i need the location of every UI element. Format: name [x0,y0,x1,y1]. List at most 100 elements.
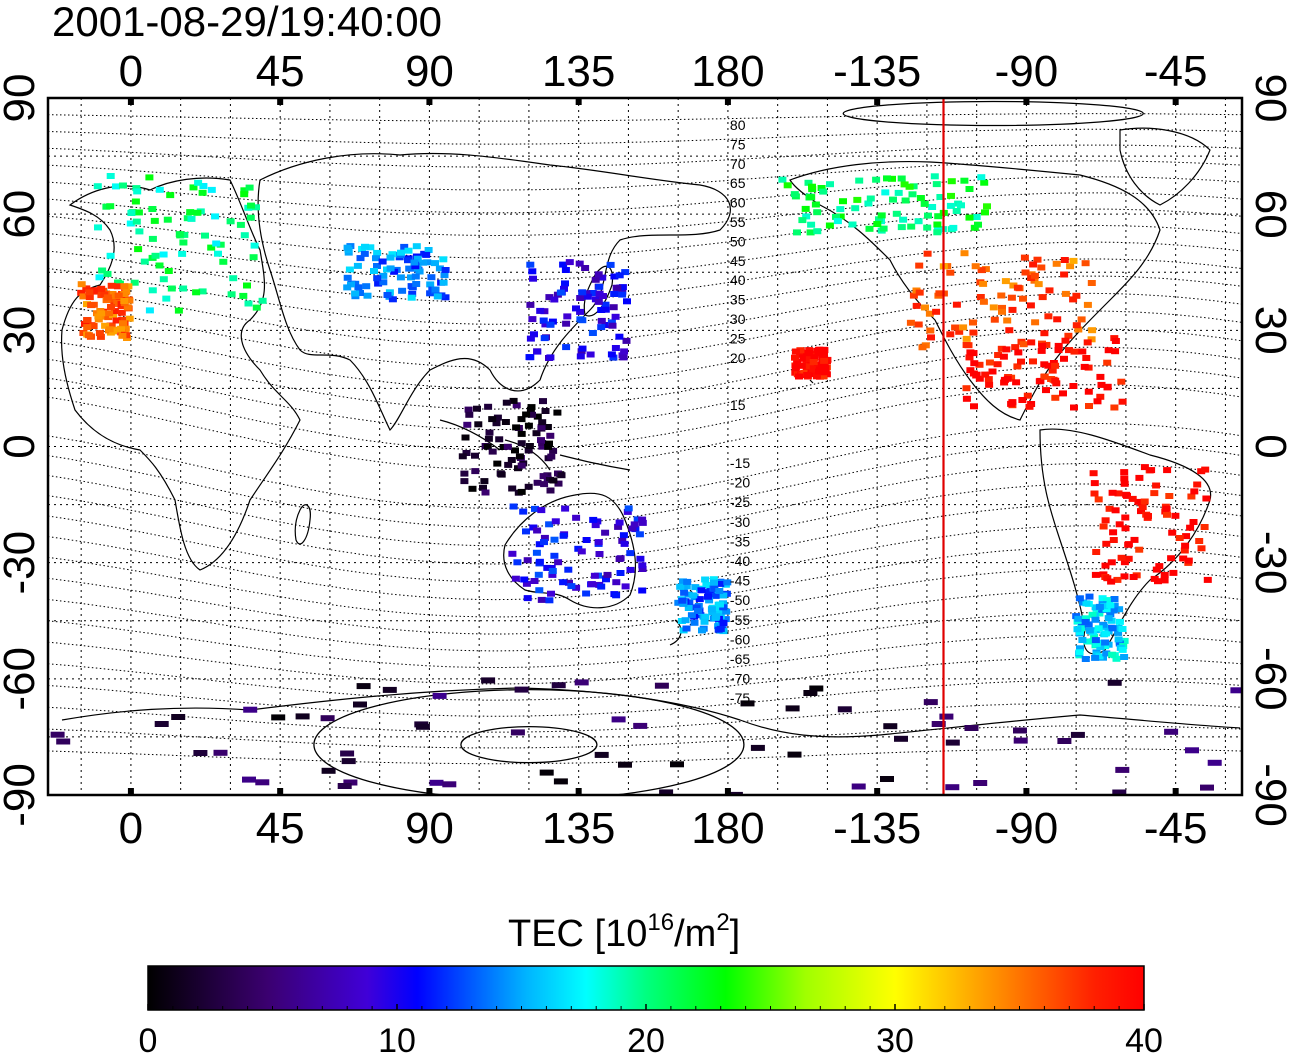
tec-point [909,292,918,299]
left-latitude-labels: 90 60 30 0 -30 -60 -90 [0,74,44,827]
right-latitude-labels: 90 60 30 0 -30 -60 -90 [1246,74,1292,827]
tec-point [1085,403,1093,409]
tec-point [1190,488,1199,495]
tec-point [130,279,139,286]
tec-point [1150,490,1159,497]
tec-point [976,294,985,300]
tec-point [1085,593,1094,600]
tec-point [441,267,450,273]
tec-point [551,518,560,525]
tec-point [613,284,622,291]
tec-point [356,683,371,690]
tec-point [464,406,473,413]
tec-point [590,572,599,579]
tec-point [1110,602,1119,609]
tec-point [1121,525,1130,532]
tec-point [186,209,195,216]
map-title: 2001-08-29/19:40:00 [52,0,442,45]
tec-point [1030,272,1039,279]
tec-point [616,570,625,576]
tec-point [1090,633,1099,640]
tec-point [526,335,535,342]
tec-point [813,228,822,235]
tec-point [591,276,600,283]
tec-point [1044,313,1053,320]
tec-point [439,279,448,286]
tec-point [1054,342,1063,349]
tec-point [1106,602,1115,609]
tec-point [1053,316,1062,323]
mlat-label-north: 50 [730,233,746,249]
tec-point [426,290,435,297]
tec-point [1060,271,1069,278]
tec-point [928,204,937,210]
tec-point [803,372,812,378]
tec-point [959,324,968,331]
tec-point [923,699,938,706]
tec-point [946,202,955,209]
tec-point [546,354,555,361]
tec-point [1101,643,1110,650]
tec-point [240,232,249,239]
tec-point [89,323,98,329]
tec-point [934,213,943,220]
tec-point [1113,576,1122,583]
tec-point [154,721,169,727]
tec-point [106,203,115,210]
bottom-lon-label: 90 [405,804,454,853]
tec-point [211,213,220,220]
tec-point [1008,399,1017,406]
tec-point [582,290,591,297]
tec-point [883,723,898,730]
tec-point [1017,358,1025,365]
tec-point [701,576,710,583]
tec-point [723,579,732,586]
tec-point [1070,404,1078,411]
tec-point [508,485,517,492]
mlat-contour [48,612,1242,668]
tec-point [1038,294,1047,301]
tec-point [462,450,471,456]
tec-point [970,224,979,231]
tec-point [229,275,238,282]
tec-point [962,395,971,402]
tec-point [607,319,616,326]
mlat-label-north: 45 [730,253,746,269]
tec-point [106,252,115,259]
tec-point [610,273,619,280]
tec-point [83,324,92,331]
tec-point [427,274,436,281]
tec-point [939,713,954,720]
tec-point [1083,301,1092,308]
tec-point [1075,595,1084,602]
tec-point [126,220,135,227]
tec-point [695,596,704,603]
tec-point [615,556,624,562]
tec-point [567,583,576,590]
tec-point [819,188,828,195]
tec-point [1109,537,1118,543]
tec-point [87,302,96,309]
tec-point [1189,519,1198,525]
tec-point [1093,398,1102,405]
tec-point [601,529,610,536]
tec-point [719,592,728,599]
tec-point [179,285,188,292]
top-lon-label: 0 [119,47,143,96]
tec-point [95,274,104,281]
tec-point [522,580,531,587]
tec-point [1107,559,1116,566]
tec-point [398,287,407,294]
tec-point [1134,498,1143,505]
tec-point [576,308,585,315]
tec-point [412,243,421,250]
tec-point [1184,557,1193,564]
tec-point [809,359,818,365]
tec-point [1115,521,1124,528]
tec-point [537,437,545,444]
tec-point [479,484,487,491]
tec-point [1011,344,1020,351]
mlat-contour [48,275,1242,347]
tec-point [83,301,91,308]
mlat-contour [48,656,1242,701]
